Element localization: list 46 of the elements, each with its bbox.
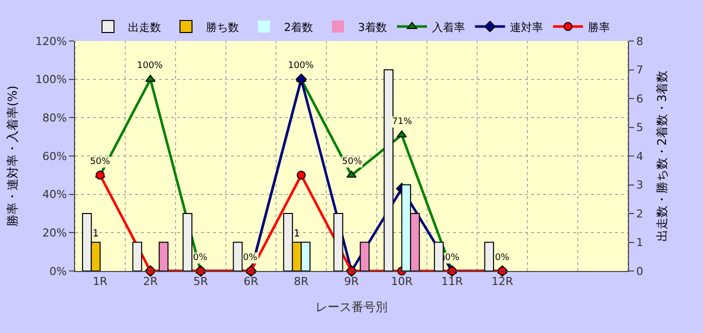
x-tick-label: 6R	[244, 275, 259, 288]
data-label: 0%	[193, 253, 208, 263]
data-label: 1	[92, 228, 99, 240]
y2-tick-label: 5	[636, 121, 644, 134]
y-axis-title: 勝率・連対率・入着率(%)	[6, 86, 20, 226]
y2-tick-label: 8	[636, 34, 644, 48]
legend-label: 連対率	[510, 20, 543, 34]
legend-label: 出走数	[128, 20, 161, 34]
x-axis-title: レース番号別	[316, 300, 388, 314]
data-label: 0%	[445, 253, 460, 263]
y2-tick-label: 3	[636, 178, 644, 192]
data-label: 0%	[243, 253, 258, 263]
data-label: 1	[294, 228, 300, 240]
y2-tick-label: 4	[636, 150, 644, 163]
legend-label: 3着数	[358, 20, 387, 34]
x-tick-label: 5R	[193, 275, 208, 288]
y2-axis-title: 出走数・勝ち数・2着数・3着数	[655, 70, 670, 242]
legend-label: 勝ち数	[206, 20, 239, 34]
data-label: 50%	[342, 157, 362, 167]
data-label: 100%	[137, 61, 164, 71]
x-tick-label: 10R	[390, 275, 413, 288]
x-tick-label: 11R	[441, 275, 464, 288]
legend-label: 入着率	[432, 20, 465, 34]
x-tick-label: 8R	[294, 275, 309, 288]
data-label: 0%	[495, 253, 510, 263]
y2-tick-label: 0	[636, 264, 644, 278]
data-label: 71%	[392, 117, 412, 127]
y-tick-label: 20%	[42, 226, 67, 240]
y-tick-label: 100%	[35, 73, 67, 86]
y2-tick-label: 1	[636, 236, 644, 250]
x-tick-label: 1R	[92, 275, 108, 288]
x-tick-label: 9R	[344, 275, 360, 288]
data-label: 50%	[90, 157, 110, 167]
x-tick-label: 2R	[143, 275, 158, 288]
y2-tick-label: 6	[636, 92, 644, 106]
legend-label: 2着数	[284, 20, 313, 34]
y-tick-label: 60%	[42, 150, 67, 163]
y-tick-label: 40%	[42, 188, 67, 202]
x-tick-label: 12R	[492, 275, 514, 288]
y-tick-label: 120%	[35, 34, 67, 48]
y2-tick-label: 7	[636, 64, 644, 77]
y2-tick-label: 2	[636, 207, 644, 220]
y-tick-label: 80%	[42, 112, 67, 125]
legend-label: 勝率	[588, 20, 610, 34]
y-tick-label: 0%	[49, 264, 67, 278]
data-label: 100%	[288, 61, 314, 71]
